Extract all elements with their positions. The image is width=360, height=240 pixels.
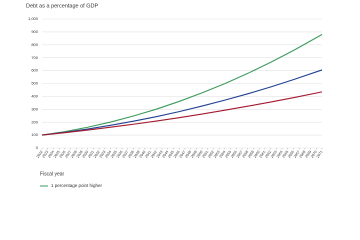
x-tick-label: 2037 <box>121 150 129 159</box>
x-tick-label: 2044 <box>161 150 169 159</box>
x-tick-label: 2052 <box>207 150 215 159</box>
x-tick-label: 2053 <box>213 150 221 159</box>
x-tick-label: 2056 <box>230 150 238 159</box>
series-line <box>41 69 323 136</box>
x-tick-label: 2061 <box>259 150 267 159</box>
y-tick-label: 700 <box>31 55 38 60</box>
series-line <box>41 91 323 136</box>
x-tick-label: 2035 <box>110 150 118 159</box>
x-tick-label: 2039 <box>133 150 141 159</box>
x-tick-label: 2055 <box>224 150 232 159</box>
x-tick-label: 2046 <box>173 150 181 159</box>
x-tick-label: 2051 <box>201 150 209 159</box>
y-tick-label: 200 <box>31 119 38 124</box>
x-tick-label: 2070 <box>310 150 318 159</box>
y-tick-label: 400 <box>31 93 38 98</box>
x-tick-label: 2028 <box>70 150 78 159</box>
x-tick-label: 2068 <box>299 150 307 159</box>
series-line <box>41 34 323 136</box>
x-tick-label: 2022 <box>36 150 44 159</box>
x-tick-label: 2030 <box>81 150 89 159</box>
y-tick-label: 900 <box>31 29 38 34</box>
x-tick-label: 2034 <box>104 150 112 159</box>
x-tick-label: 2042 <box>150 150 158 159</box>
x-tick-label: 2043 <box>156 150 164 159</box>
y-tick-label: 600 <box>31 68 38 73</box>
x-tick-label: 2049 <box>190 150 198 159</box>
y-tick-label: 500 <box>31 81 38 86</box>
x-tick-label: 2038 <box>127 150 135 159</box>
x-tick-label: 2027 <box>64 150 72 159</box>
x-tick-label: 2029 <box>76 150 84 159</box>
x-tick-label: 2054 <box>219 150 227 159</box>
x-tick-label: 2060 <box>253 150 261 159</box>
x-tick-label: 2064 <box>276 150 284 159</box>
x-tick-label: 2059 <box>247 150 255 159</box>
x-tick-label: 2063 <box>270 150 278 159</box>
x-tick-label: 2057 <box>236 150 244 159</box>
x-tick-label: 2062 <box>264 150 272 159</box>
y-tick-label: 1,000 <box>28 16 39 21</box>
x-tick-label: 2058 <box>241 150 249 159</box>
x-axis-title: Fiscal year <box>40 171 65 177</box>
x-tick-label: 2067 <box>293 150 301 159</box>
x-tick-label: 2033 <box>99 150 107 159</box>
x-tick-label: 2031 <box>87 150 95 159</box>
x-tick-label: 2025 <box>53 150 61 159</box>
x-tick-label: 2023 <box>41 150 49 159</box>
x-tick-label: 2050 <box>196 150 204 159</box>
x-tick-label: 2048 <box>184 150 192 159</box>
chart: Debt as a percentage of GDP Fiscal year … <box>26 3 324 188</box>
x-tick-label: 2071 <box>316 150 324 159</box>
legend-label: 1 percentage point higher <box>51 183 103 188</box>
x-tick-label: 2036 <box>116 150 124 159</box>
x-tick-label: 2041 <box>144 150 152 159</box>
chart-title: Debt as a percentage of GDP <box>26 3 98 9</box>
x-tick-label: 2032 <box>93 150 101 159</box>
x-tick-label: 2026 <box>59 150 67 159</box>
y-tick-label: 0 <box>36 145 39 150</box>
x-tick-label: 2040 <box>139 150 147 159</box>
x-tick-label: 2069 <box>304 150 312 159</box>
x-tick-label: 2047 <box>179 150 187 159</box>
y-tick-label: 800 <box>31 42 38 47</box>
y-tick-label: 100 <box>31 132 38 137</box>
x-tick-label: 2024 <box>47 150 55 159</box>
y-tick-label: 300 <box>31 106 38 111</box>
x-tick-label: 2065 <box>281 150 289 159</box>
x-tick-label: 2066 <box>287 150 295 159</box>
x-tick-label: 2045 <box>167 150 175 159</box>
